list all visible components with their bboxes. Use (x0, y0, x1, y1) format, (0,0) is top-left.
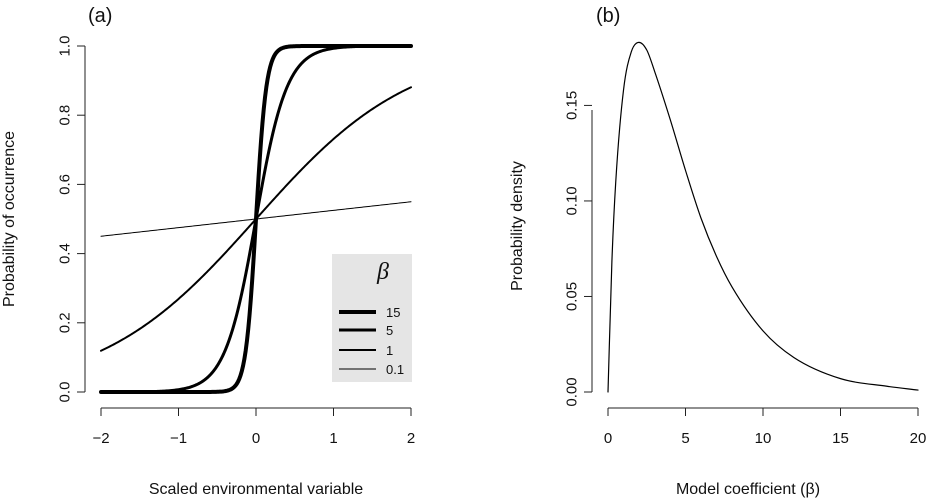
panel-a-y-tick-label-1.0: 1.0 (57, 36, 74, 57)
panel-b-y-tick-label-0.05: 0.05 (564, 282, 581, 311)
panel-b-y-tick-label-0.00: 0.00 (564, 377, 581, 406)
legend-label-0.1: 0.1 (386, 362, 404, 377)
legend-item-0.1: 0.1 (339, 362, 404, 377)
panel-b-x-tick-label-10: 10 (755, 430, 772, 447)
legend-label-5: 5 (386, 323, 393, 338)
panel-a-y-ticks: 0.0 0.2 0.4 0.6 0.8 1.0 (57, 36, 85, 403)
legend-item-15: 15 (339, 305, 400, 320)
panel-b-x-tick-label-15: 15 (832, 430, 849, 447)
panel-a-x-tick-label-2: −2 (92, 430, 109, 447)
panel-a-logistic-curves: (a) β 15 5 1 0.1 −2 −1 0 (1, 5, 415, 498)
panel-a-curves (99, 44, 413, 394)
panel-b-y-tick-label-0.10: 0.10 (564, 186, 581, 215)
panel-b-label: (b) (596, 5, 620, 27)
panel-a-y-tick-label-0.4: 0.4 (57, 243, 74, 264)
panel-b-y-axis-title: Probability density (509, 161, 526, 291)
panel-a-x-axis-title: Scaled environmental variable (149, 481, 363, 498)
curve-beta-0.1 (100, 201, 412, 237)
panel-a-y-tick-label-0.6: 0.6 (57, 174, 74, 195)
panel-a-label: (a) (88, 5, 112, 27)
legend-box (332, 254, 412, 382)
legend-label-15: 15 (386, 305, 400, 320)
panel-b-x-tick-label-0: 0 (604, 430, 612, 447)
panel-a-x-tick-label-1: −1 (170, 430, 187, 447)
panel-b-x-axis-title: Model coefficient (β) (676, 481, 820, 498)
panel-b-y-ticks: 0.00 0.05 0.10 0.15 (564, 91, 592, 407)
legend: β 15 5 1 0.1 (332, 254, 412, 382)
panel-b-x-ticks: 0 5 10 15 20 (604, 408, 927, 447)
panel-b-x-tick-label-20: 20 (910, 430, 927, 447)
density-curve (607, 41, 919, 393)
legend-title: β (376, 259, 389, 285)
panel-a-y-tick-label-0.0: 0.0 (57, 382, 74, 403)
panel-b-y-tick-label-0.15: 0.15 (564, 91, 581, 120)
panel-a-x-tick-label-2: 2 (407, 430, 415, 447)
panel-a-y-tick-label-0.8: 0.8 (57, 105, 74, 126)
panel-b-density: (b) 0 5 10 15 20 0.00 0.05 0.10 0.15 Model coef… (509, 5, 926, 498)
panel-a-x-ticks: −2 −1 0 1 2 (92, 408, 415, 447)
panel-b-curves (607, 41, 919, 393)
panel-b-x-tick-label-5: 5 (681, 430, 689, 447)
legend-item-1: 1 (339, 343, 393, 358)
panel-a-y-axis-title: Probability of occurrence (1, 131, 18, 307)
panel-a-x-tick-label-0: 0 (252, 430, 260, 447)
panel-a-y-tick-label-0.2: 0.2 (57, 312, 74, 333)
panel-a-x-tick-label-1: 1 (329, 430, 337, 447)
legend-item-5: 5 (339, 323, 393, 338)
legend-label-1: 1 (386, 343, 393, 358)
